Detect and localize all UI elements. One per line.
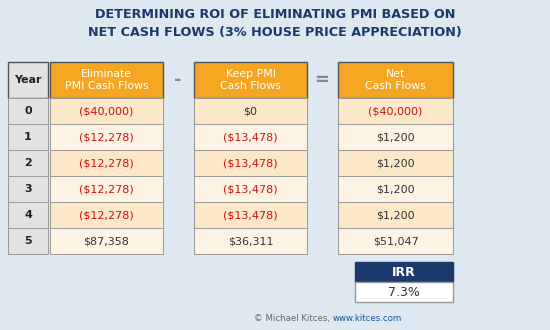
Bar [50,202,163,228]
Text: -: - [174,71,182,89]
Bar [50,150,163,176]
Bar [50,98,163,124]
Text: $1,200: $1,200 [376,184,415,194]
Bar [194,202,307,228]
Bar [338,176,453,202]
Text: $1,200: $1,200 [376,132,415,142]
Bar [338,124,453,150]
Text: =: = [315,71,329,89]
Text: ($40,000): ($40,000) [368,106,423,116]
Bar [194,98,307,124]
Text: 3: 3 [24,184,32,194]
Text: 7.3%: 7.3% [388,285,420,299]
Text: $1,200: $1,200 [376,210,415,220]
Bar [338,62,453,98]
Bar [194,124,307,150]
Text: 1: 1 [24,132,32,142]
Text: IRR: IRR [392,266,416,279]
Text: © Michael Kitces,: © Michael Kitces, [254,314,330,323]
Bar [50,62,163,98]
Bar [338,98,453,124]
Text: ($12,278): ($12,278) [79,210,134,220]
Text: Eliminate
PMI Cash Flows: Eliminate PMI Cash Flows [65,69,148,91]
Bar [8,62,48,98]
Bar [8,150,48,176]
Text: $36,311: $36,311 [228,236,273,246]
Bar [50,228,163,254]
Bar [8,176,48,202]
Text: ($12,278): ($12,278) [79,184,134,194]
Text: ($13,478): ($13,478) [223,132,278,142]
Bar [8,228,48,254]
Text: ($12,278): ($12,278) [79,132,134,142]
Text: ($13,478): ($13,478) [223,158,278,168]
Bar [8,202,48,228]
Bar [338,228,453,254]
Bar [355,262,453,282]
Text: $0: $0 [244,106,257,116]
Text: ($13,478): ($13,478) [223,210,278,220]
Text: DETERMINING ROI OF ELIMINATING PMI BASED ON
NET CASH FLOWS (3% HOUSE PRICE APPRE: DETERMINING ROI OF ELIMINATING PMI BASED… [88,8,462,39]
Text: $87,358: $87,358 [84,236,129,246]
Text: 2: 2 [24,158,32,168]
Text: Keep PMI
Cash Flows: Keep PMI Cash Flows [220,69,281,91]
Bar [194,62,307,98]
Text: Year: Year [14,75,42,85]
Bar [194,150,307,176]
Bar [338,150,453,176]
Bar [8,124,48,150]
Bar [8,98,48,124]
Text: ($40,000): ($40,000) [79,106,134,116]
Bar [50,124,163,150]
Text: ($13,478): ($13,478) [223,184,278,194]
Text: www.kitces.com: www.kitces.com [333,314,402,323]
Text: $51,047: $51,047 [373,236,419,246]
Text: Net
Cash Flows: Net Cash Flows [365,69,426,91]
Text: 4: 4 [24,210,32,220]
Bar [338,202,453,228]
Bar [355,282,453,302]
Text: ($12,278): ($12,278) [79,158,134,168]
Bar [50,176,163,202]
Text: 0: 0 [24,106,32,116]
Bar [194,228,307,254]
Bar [194,176,307,202]
Text: 5: 5 [24,236,32,246]
Text: $1,200: $1,200 [376,158,415,168]
